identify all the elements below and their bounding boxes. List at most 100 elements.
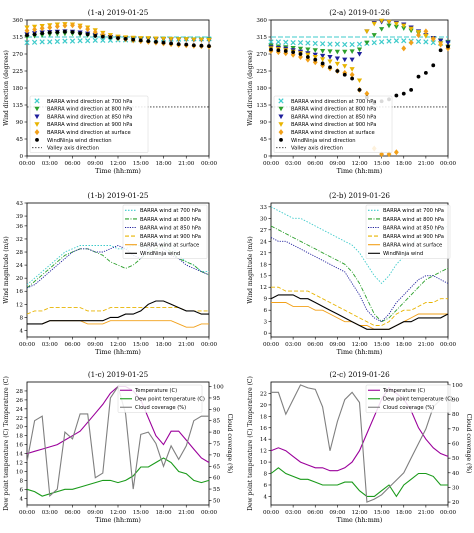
legend-label: Dew point temperature (C) <box>383 397 453 403</box>
data-point <box>160 36 167 42</box>
data-point <box>401 45 407 52</box>
legend-label: WindNinja wind direction <box>47 138 112 144</box>
legend: Temperature (C) Dew point temperature (C)… <box>365 384 453 413</box>
y-tick-label: 14 <box>16 452 24 458</box>
data-point <box>364 40 370 46</box>
x-tick-label: 03:00 <box>285 342 302 348</box>
y2-tick-label: 95 <box>213 396 221 402</box>
data-point <box>138 38 143 43</box>
y-tick-label: 21 <box>260 251 267 257</box>
data-point <box>55 30 60 34</box>
data-point <box>290 51 296 58</box>
legend-label: BARRA wind at 850 hPa <box>383 225 444 231</box>
x-tick-label: 09:00 <box>87 510 104 516</box>
data-point <box>298 54 303 61</box>
legend-label: BARRA wind at surface <box>383 243 442 249</box>
data-point <box>327 41 333 47</box>
data-point <box>39 39 45 45</box>
data-point <box>297 40 304 46</box>
y-tick-label: 315 <box>256 35 267 41</box>
data-point <box>371 40 377 46</box>
data-point <box>320 57 326 62</box>
data-point <box>349 41 355 48</box>
x-tick-label: 18:00 <box>396 342 413 348</box>
legend-marker <box>34 129 40 136</box>
y2-tick-label: 100 <box>452 383 463 389</box>
y-tick-label: 360 <box>256 18 267 24</box>
legend-box <box>273 95 393 153</box>
x-tick-label: 15:00 <box>374 510 391 516</box>
legend-label: BARRA wind at 850 hPa <box>140 225 201 231</box>
data-point <box>77 23 83 30</box>
data-point <box>386 19 392 25</box>
y-tick-label: 225 <box>256 69 267 75</box>
y-tick-label: 22 <box>16 416 24 422</box>
data-point <box>283 39 289 45</box>
series-cloud <box>271 384 449 503</box>
data-point <box>423 70 428 75</box>
x-tick-label: 03:00 <box>42 161 59 167</box>
series-line <box>270 386 449 472</box>
x-tick-label: 00:00 <box>440 161 457 167</box>
x-tick-label: 18:00 <box>396 161 413 167</box>
x-tick-label: 15:00 <box>133 342 150 348</box>
legend-label: BARRA wind direction at 850 hPa <box>291 114 376 120</box>
x-tick-label: 12:00 <box>351 510 368 516</box>
data-point <box>393 21 399 27</box>
data-point <box>39 25 45 32</box>
series-line <box>270 237 449 323</box>
data-point <box>275 39 281 45</box>
y-tick-label: 135 <box>12 103 23 109</box>
y-tick-label: 9 <box>263 297 267 303</box>
x-tick-label: 03:00 <box>285 510 302 516</box>
y2-tick-label: 100 <box>213 385 224 391</box>
data-point <box>379 27 385 32</box>
data-point <box>327 49 333 54</box>
x-tick-label: 21:00 <box>178 510 195 516</box>
data-point <box>40 31 45 36</box>
data-point <box>356 78 363 84</box>
x-axis-label: Time (hh:mm) <box>337 348 383 356</box>
data-point <box>312 59 318 66</box>
legend-label: Dew point temperature (C) <box>135 397 205 403</box>
data-point <box>320 61 325 66</box>
data-point <box>70 30 75 34</box>
data-point <box>191 37 197 43</box>
y-tick-label: 180 <box>256 86 267 92</box>
data-point <box>312 55 318 60</box>
x-tick-label: 12:00 <box>110 510 127 516</box>
data-point <box>69 38 76 44</box>
y2-tick-label: 55 <box>213 487 221 493</box>
data-point <box>438 48 443 53</box>
data-point <box>364 29 370 34</box>
legend-marker <box>34 106 40 112</box>
data-point <box>198 37 205 43</box>
data-point <box>386 38 392 44</box>
legend-label: BARRA wind at surface <box>140 243 199 249</box>
x-tick-label: 21:00 <box>418 342 435 348</box>
y-axis-label: Dew point temperature (C) Temperature (C… <box>247 376 254 511</box>
data-point <box>47 39 53 45</box>
legend-label: BARRA wind at 900 hPa <box>140 234 201 240</box>
y2-tick-label: 70 <box>213 453 221 459</box>
data-point <box>116 36 120 41</box>
y-tick-label: 20 <box>16 276 24 282</box>
legend-label: Valley axis direction <box>291 146 343 152</box>
y-tick-label: 24 <box>260 239 268 245</box>
data-point <box>54 23 60 30</box>
legend-label: WindNinja wind direction <box>291 138 356 144</box>
data-point <box>393 24 399 30</box>
y-axis-label: Dew point temperature (C) Temperature (C… <box>3 376 10 511</box>
legend: BARRA wind direction at 700 hPa BARRA win… <box>29 95 149 153</box>
y-tick-label: 39 <box>16 214 24 220</box>
y2-tick-label: 90 <box>452 398 460 404</box>
y-tick-label: 26 <box>16 398 24 404</box>
data-point <box>153 36 159 42</box>
y-tick-label: 0 <box>19 154 23 160</box>
legend-label: BARRA wind direction at surface <box>47 130 131 136</box>
data-point <box>107 37 114 44</box>
data-point <box>438 41 444 48</box>
data-point <box>334 49 340 55</box>
chart-title: (1-b) 2019-01-25 <box>88 191 149 200</box>
data-point <box>305 47 311 53</box>
